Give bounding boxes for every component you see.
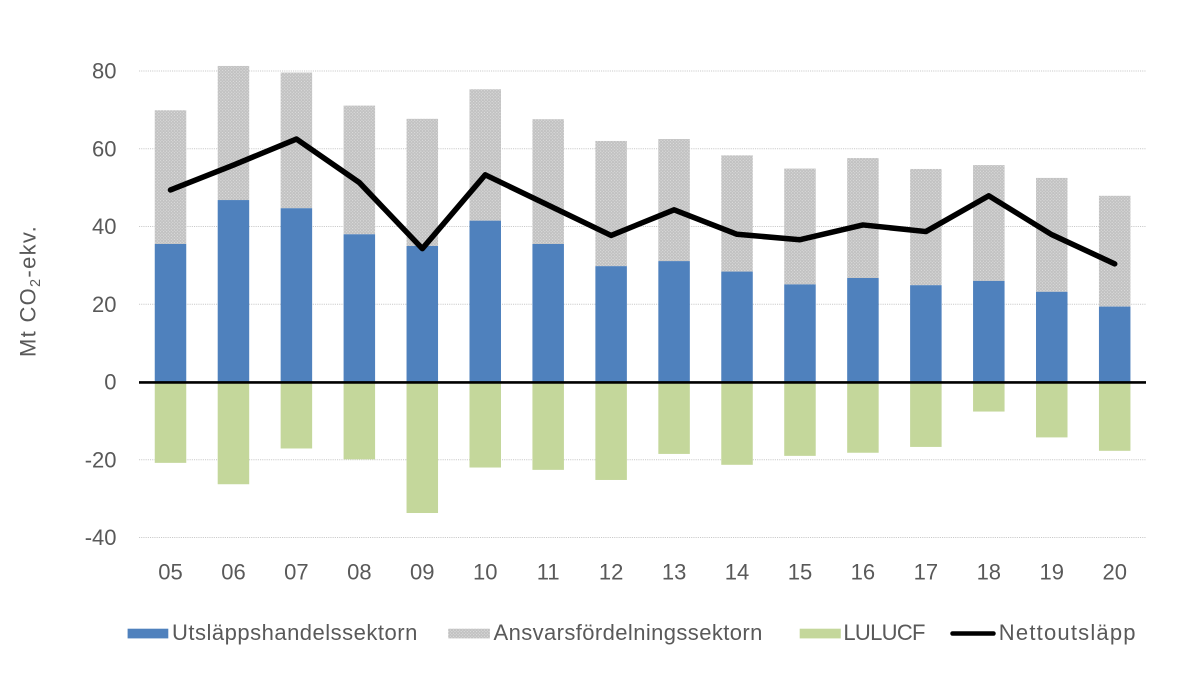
svg-text:18: 18 (977, 560, 1001, 585)
svg-text:07: 07 (284, 560, 308, 585)
svg-text:14: 14 (725, 560, 749, 585)
svg-text:13: 13 (662, 560, 686, 585)
svg-text:Nettoutsläpp: Nettoutsläpp (999, 620, 1137, 645)
svg-text:20: 20 (92, 292, 116, 317)
svg-text:40: 40 (92, 214, 116, 239)
svg-text:80: 80 (92, 59, 116, 84)
svg-text:10: 10 (473, 560, 497, 585)
svg-text:0: 0 (104, 370, 116, 395)
svg-text:Ansvarsfördelningssektorn: Ansvarsfördelningssektorn (494, 620, 763, 645)
svg-text:Mt CO2-ekv.: Mt CO2-ekv. (16, 225, 45, 357)
svg-text:11: 11 (537, 560, 560, 585)
svg-text:60: 60 (92, 136, 116, 161)
svg-text:-20: -20 (85, 447, 117, 472)
svg-text:19: 19 (1040, 560, 1064, 585)
svg-text:06: 06 (221, 560, 245, 585)
svg-text:16: 16 (851, 560, 875, 585)
svg-text:05: 05 (158, 560, 182, 585)
svg-text:08: 08 (347, 560, 371, 585)
svg-text:-40: -40 (85, 525, 117, 550)
svg-text:15: 15 (788, 560, 812, 585)
svg-text:09: 09 (410, 560, 434, 585)
svg-text:LULUCF: LULUCF (843, 620, 925, 645)
svg-text:20: 20 (1102, 560, 1126, 585)
svg-text:12: 12 (599, 560, 623, 585)
svg-text:17: 17 (914, 560, 938, 585)
svg-text:Utsläppshandelssektorn: Utsläppshandelssektorn (172, 620, 418, 645)
